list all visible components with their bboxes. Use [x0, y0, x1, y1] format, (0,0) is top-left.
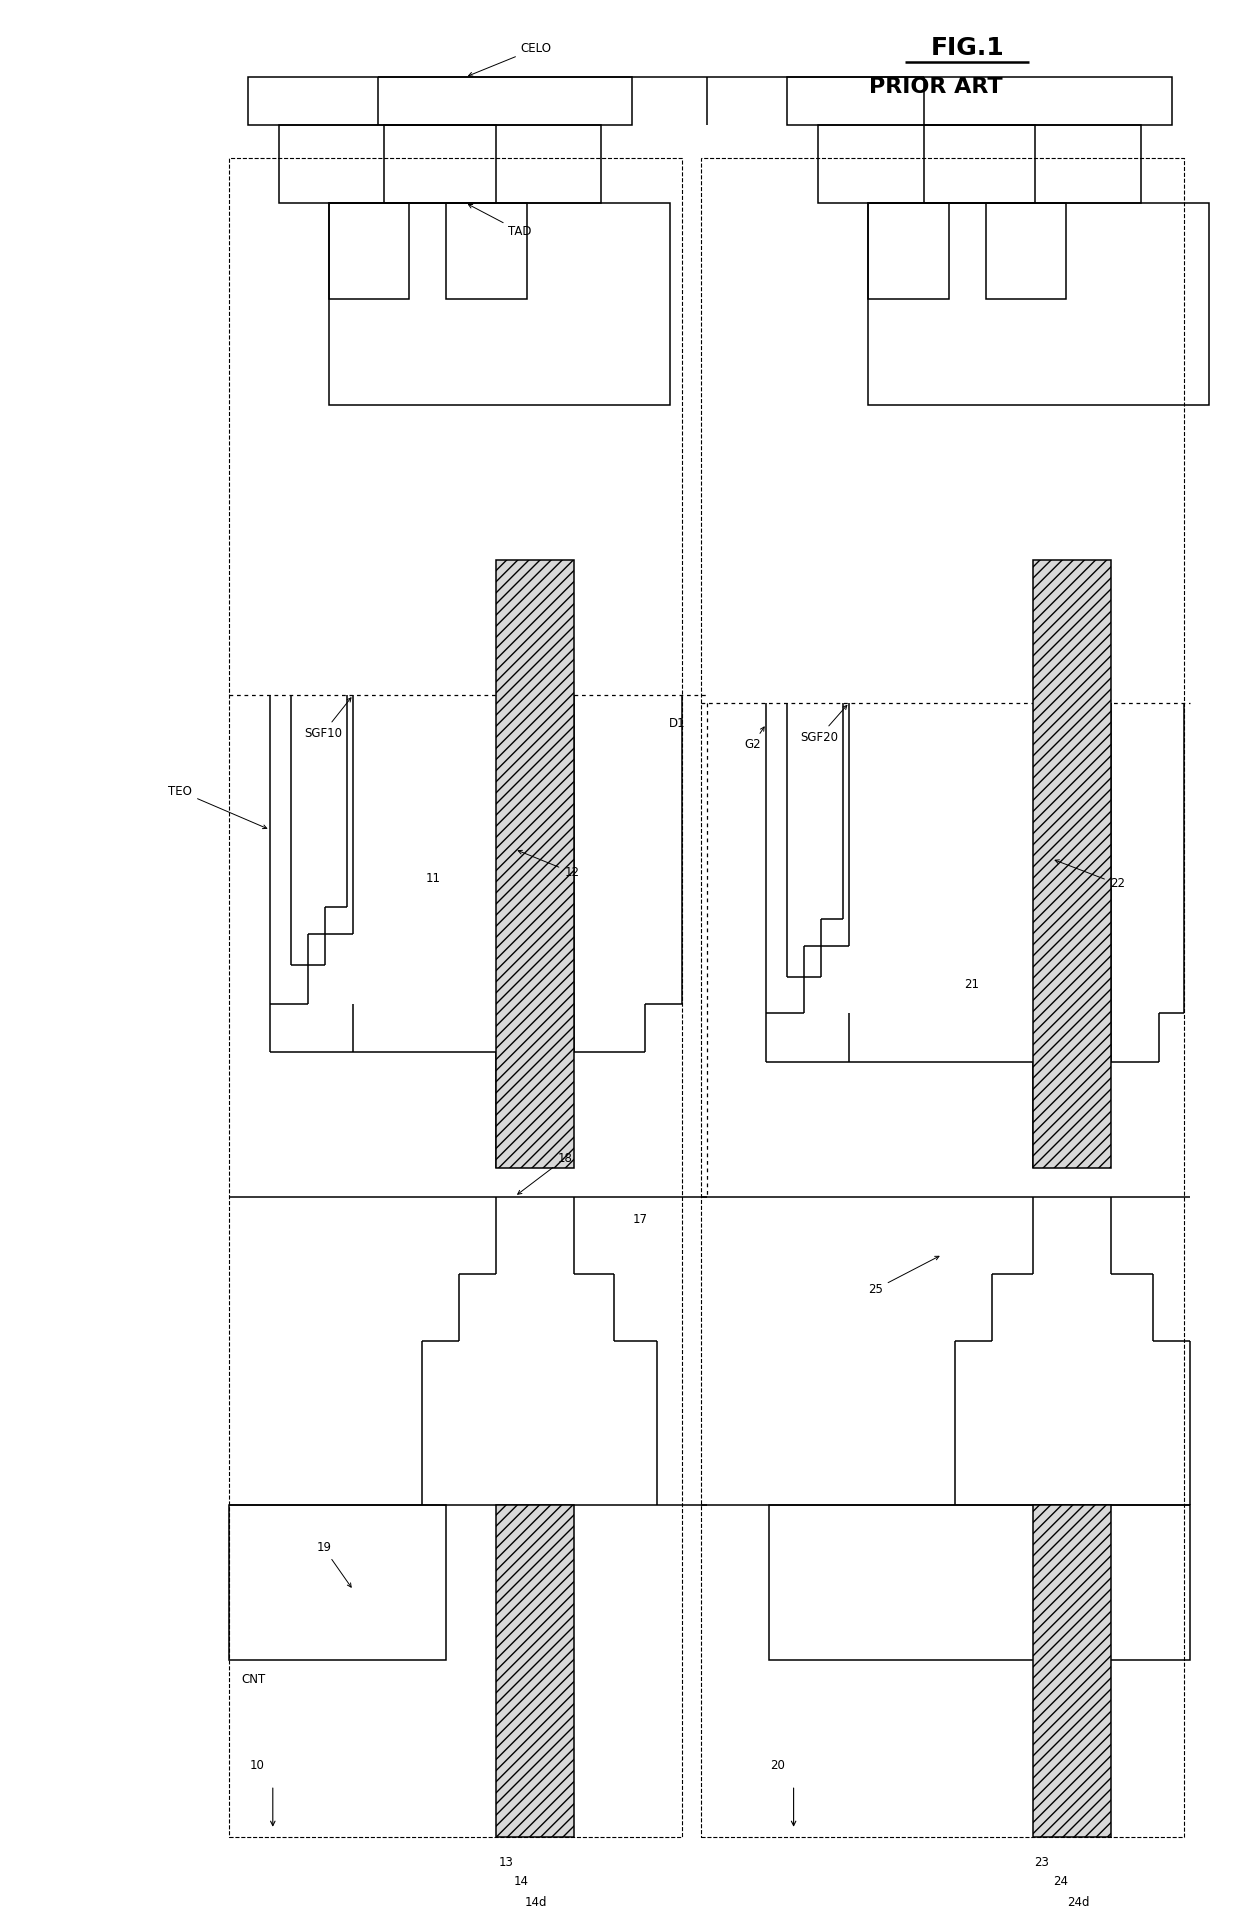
Text: 11: 11 — [425, 872, 440, 884]
Bar — [496, 560, 574, 1168]
Bar — [868, 203, 1209, 405]
Text: 20: 20 — [770, 1760, 785, 1772]
Text: 13: 13 — [498, 1857, 513, 1868]
Bar — [701, 158, 1184, 1837]
Text: CELO: CELO — [469, 42, 552, 75]
Text: SGF10: SGF10 — [304, 699, 351, 739]
Text: 14d: 14d — [525, 1897, 547, 1909]
Bar — [279, 125, 496, 203]
Text: 17: 17 — [632, 1214, 647, 1226]
Text: D1: D1 — [670, 718, 686, 730]
Text: 14: 14 — [513, 1876, 528, 1888]
Bar — [986, 203, 1066, 299]
Bar — [769, 1505, 1190, 1660]
Text: 23: 23 — [1034, 1857, 1049, 1868]
Text: 24d: 24d — [1068, 1897, 1090, 1909]
Bar — [229, 158, 682, 1837]
Text: 18: 18 — [517, 1152, 573, 1195]
Bar — [248, 77, 632, 125]
Text: G2: G2 — [744, 728, 764, 751]
Bar — [1033, 560, 1111, 1168]
Bar — [329, 203, 670, 405]
Bar — [384, 125, 601, 203]
Text: 21: 21 — [965, 979, 980, 990]
Text: 24: 24 — [1053, 1876, 1068, 1888]
Bar — [446, 203, 527, 299]
Text: TEO: TEO — [169, 786, 267, 828]
Text: PRIOR ART: PRIOR ART — [869, 77, 1003, 96]
Bar — [787, 77, 1172, 125]
Bar — [1033, 1505, 1111, 1837]
Text: FIG.1: FIG.1 — [930, 37, 1004, 60]
Bar — [496, 1505, 574, 1837]
Text: 10: 10 — [249, 1760, 264, 1772]
Text: TAD: TAD — [469, 205, 532, 237]
Text: SGF20: SGF20 — [800, 706, 847, 743]
Text: 12: 12 — [518, 851, 579, 878]
Text: 22: 22 — [1055, 859, 1125, 890]
Text: CNT: CNT — [242, 1673, 267, 1685]
Bar — [868, 203, 949, 299]
Text: 25: 25 — [868, 1256, 939, 1295]
Bar — [818, 125, 1035, 203]
Bar — [329, 203, 409, 299]
Bar — [924, 125, 1141, 203]
Text: 19: 19 — [316, 1542, 351, 1586]
Bar — [229, 1505, 446, 1660]
